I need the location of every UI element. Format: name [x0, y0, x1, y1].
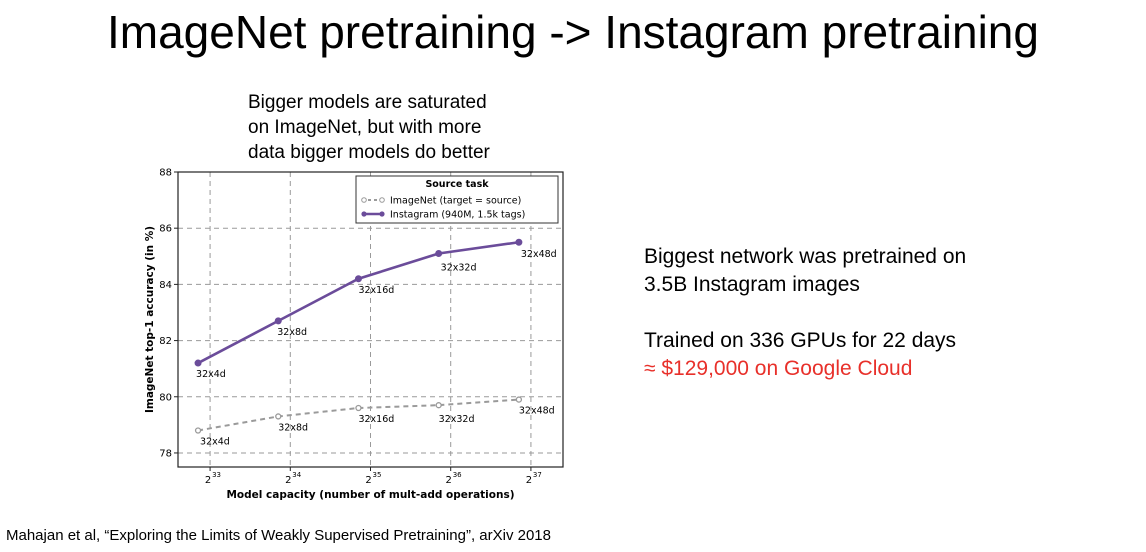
- summary-line: 3.5B Instagram images: [644, 273, 860, 296]
- x-axis-label: Model capacity (number of mult-add opera…: [226, 489, 514, 501]
- y-tick-label: 84: [159, 280, 172, 291]
- x-tick-exponent: 37: [533, 471, 542, 479]
- legend-label: Instagram (940M, 1.5k tags): [390, 210, 525, 221]
- data-point: [194, 427, 202, 434]
- data-label: 32x8d: [277, 327, 307, 338]
- legend-label: ImageNet (target = source): [390, 196, 521, 207]
- cost-estimate: ≈ $129,000 on Google Cloud: [644, 357, 913, 380]
- caption-line: on ImageNet, but with more: [248, 117, 482, 138]
- slide-title: ImageNet pretraining -> Instagram pretra…: [107, 6, 1039, 58]
- data-point: [435, 249, 443, 257]
- caption-line: data bigger models do better: [248, 142, 490, 163]
- data-label: 32x4d: [196, 369, 226, 380]
- x-tick-label: 2: [526, 475, 532, 486]
- legend-marker: [379, 197, 385, 203]
- data-label: 32x32d: [441, 262, 477, 273]
- y-tick-label: 78: [159, 448, 172, 459]
- y-tick-label: 88: [159, 168, 172, 179]
- y-tick-label: 82: [159, 336, 172, 347]
- legend-title: Source task: [425, 179, 489, 190]
- data-label: 32x16d: [358, 285, 394, 296]
- data-point: [355, 404, 362, 412]
- legend-box: [355, 175, 559, 224]
- summary-line: Biggest network was pretrained on: [644, 245, 967, 268]
- legend-marker: [379, 211, 385, 217]
- data-point: [275, 413, 282, 420]
- data-point: [435, 402, 442, 409]
- data-point: [274, 317, 282, 325]
- x-tick-exponent: 33: [212, 471, 221, 479]
- data-label: 32x48d: [519, 406, 555, 417]
- y-tick-label: 80: [159, 392, 172, 403]
- summary-text: Biggest network was pretrained on 3.5B I…: [644, 243, 1124, 383]
- x-tick-exponent: 34: [292, 471, 301, 479]
- y-tick-label: 86: [159, 224, 172, 235]
- x-tick-exponent: 35: [373, 471, 382, 479]
- data-point: [354, 275, 362, 283]
- y-axis-label: ImageNet top-1 accuracy (in %): [144, 226, 156, 413]
- chart-caption: Bigger models are saturated on ImageNet,…: [248, 90, 548, 165]
- caption-line: Bigger models are saturated: [248, 92, 487, 113]
- series-line: [197, 240, 520, 365]
- citation: Mahajan et al, “Exploring the Limits of …: [6, 527, 551, 544]
- x-tick-exponent: 36: [453, 471, 462, 479]
- x-tick-label: 2: [285, 475, 291, 486]
- training-info: Trained on 336 GPUs for 22 days: [644, 329, 957, 352]
- data-point: [194, 359, 202, 367]
- data-label: 32x4d: [200, 436, 230, 447]
- data-label: 32x16d: [358, 414, 394, 425]
- data-label: 32x8d: [278, 422, 308, 433]
- data-point: [515, 396, 523, 403]
- legend-marker: [361, 197, 367, 203]
- data-point: [515, 238, 523, 246]
- legend-marker: [361, 211, 367, 217]
- x-tick-label: 2: [446, 475, 452, 486]
- x-tick-label: 2: [205, 475, 211, 486]
- x-tick-label: 2: [365, 475, 371, 486]
- data-label: 32x32d: [439, 414, 475, 425]
- data-label: 32x48d: [521, 249, 557, 260]
